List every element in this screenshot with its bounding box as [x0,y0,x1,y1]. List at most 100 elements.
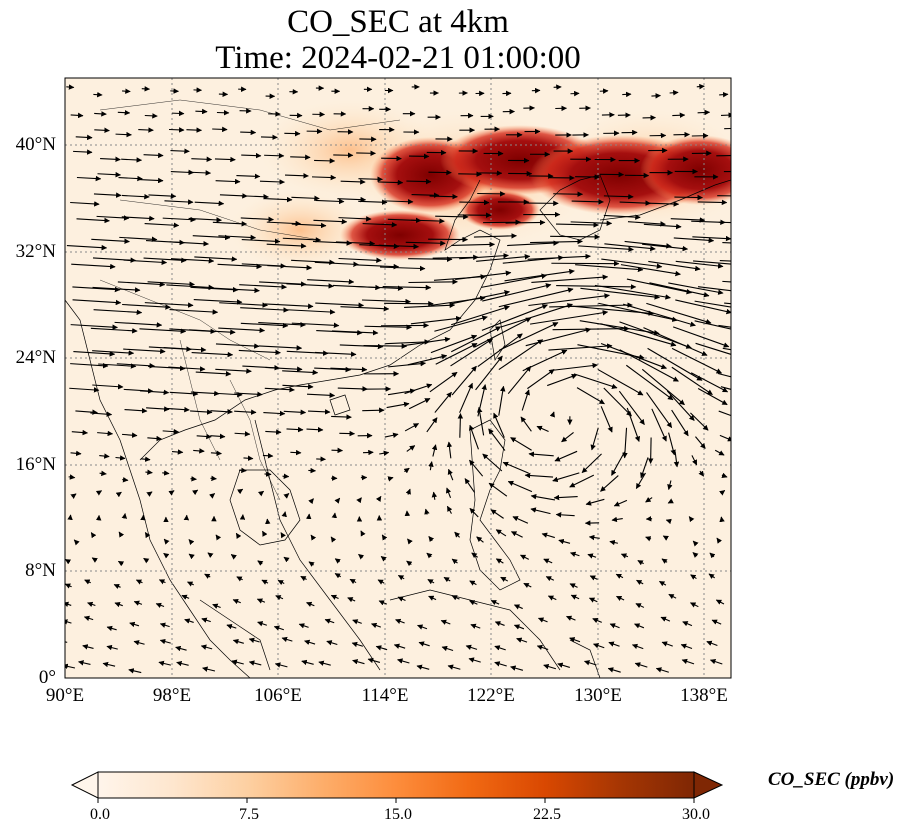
wind-vector [237,488,244,495]
wind-vector [190,409,213,415]
wind-vector [477,406,485,436]
wind-vector [498,322,559,351]
wind-vector [133,600,143,606]
wind-vector [311,174,337,181]
wind-vector [334,558,341,564]
wind-vector [92,286,141,293]
wind-vector [158,660,171,667]
wind-vector [215,368,252,374]
wind-vector [530,493,556,501]
wind-vector [408,398,431,410]
wind-vector [589,575,598,581]
wind-vector [384,198,414,205]
wind-vector [155,602,165,608]
wind-vector [431,491,438,500]
wind-vector [490,509,504,519]
wind-vector [326,640,338,646]
wind-vector [469,580,477,586]
wind-vector [640,457,649,479]
wind-vector [706,640,718,647]
wind-vector [583,660,597,666]
wind-vector [147,281,195,287]
wind-vector [624,240,672,249]
wind-vector [240,216,274,223]
wind-vector [116,363,156,369]
wind-vector [356,497,362,504]
wind-vector [283,409,307,416]
wind-vector [611,516,623,523]
wind-vector [258,321,306,328]
wind-vector [636,579,644,586]
wind-vector [692,235,731,242]
wind-vector [482,453,503,472]
wind-vector [313,218,348,225]
wind-vector [99,470,107,477]
wind-vector [340,179,366,185]
wind-vector [285,173,309,179]
colorbar-tick-label: 30.0 [682,806,710,823]
lat-tick-label: 8°N [25,560,56,581]
wind-vector [647,347,703,381]
wind-vector [488,428,506,451]
wind-vector [218,234,257,241]
wind-vector [520,554,530,560]
wind-vector [451,241,496,248]
wind-vector [92,383,124,390]
wind-vector [263,410,286,417]
wind-vector [714,449,725,456]
wind-vector [520,416,532,432]
wind-vector [330,536,337,543]
wind-vector [626,407,641,442]
wind-vector [507,480,533,493]
wind-vector [281,636,293,643]
wind-vector [569,474,595,488]
wind-vector [211,287,260,294]
plot-title-line2: Time: 2024-02-21 01:00:00 [215,40,581,76]
wind-vector [340,305,390,312]
wind-vector [95,490,103,496]
wind-vector [90,411,113,417]
wind-vector [212,126,228,133]
wind-vector [471,552,479,559]
wind-vector [306,392,336,399]
wind-vector [553,494,578,501]
wind-vector [530,238,583,245]
wind-vector [643,327,708,356]
wind-vector [426,417,438,433]
wind-vector [94,127,110,134]
wind-vector [585,498,605,506]
wind-vector [690,574,697,580]
wind-vector [193,448,205,454]
wind-vector [429,371,458,393]
wind-vector [407,538,413,545]
wind-vector [114,602,123,608]
wind-vectors [65,83,731,674]
wind-vector [545,576,555,582]
wind-vector [513,624,525,630]
lon-tick-label: 90°E [45,685,85,706]
wind-vector [274,662,288,668]
wind-vector [273,625,284,631]
wind-vector [570,551,580,557]
wind-vector [697,388,728,406]
wind-vector [668,282,724,295]
wind-vector [306,601,315,607]
wind-vector [410,218,445,224]
wind-vector [307,279,355,285]
wind-vector [71,429,89,436]
wind-vector [234,391,263,398]
wind-vector [65,619,72,625]
wind-vector [123,259,168,266]
wind-vector [416,664,430,670]
wind-vector [308,561,315,567]
wind-vector [124,408,148,414]
wind-vector [500,576,509,583]
wind-vector [430,334,478,354]
wind-vector [718,324,731,328]
wind-vector [375,645,388,651]
wind-vector [597,369,644,396]
wind-vector [447,664,461,670]
wind-vector [715,599,725,605]
wind-vector [717,372,731,378]
